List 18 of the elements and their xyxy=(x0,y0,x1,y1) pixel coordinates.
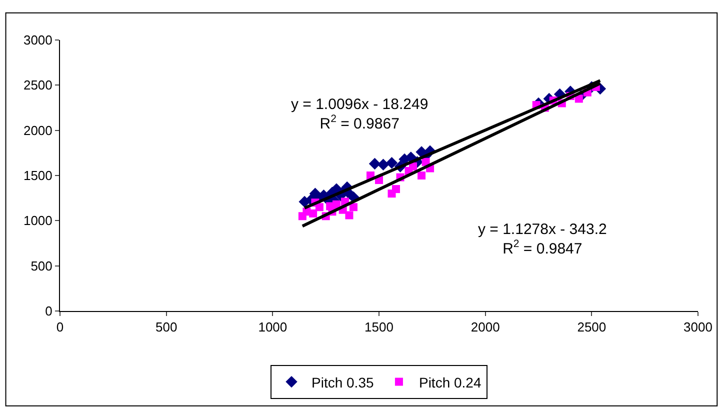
x-tick-label: 1500 xyxy=(364,320,394,335)
y-tick-label: 500 xyxy=(30,258,52,274)
y-tick-label: 2000 xyxy=(23,122,52,138)
annotation: y = 1.1278x - 343.2 R$^{2}$ = 0.9847 xyxy=(478,221,607,258)
y-tick-label: 3000 xyxy=(23,32,52,48)
x-tick-label: 500 xyxy=(155,320,178,335)
y-tick-label: 1000 xyxy=(23,213,52,228)
y-tick-label: 1500 xyxy=(23,168,52,184)
x-tick-label: 0 xyxy=(56,320,64,335)
legend-label: Pitch 0.35 xyxy=(312,374,374,390)
annotation: y = 1.0096x - 18.249 R$^{2}$ = 0.9867 xyxy=(291,96,428,132)
x-tick-label: 2500 xyxy=(577,320,606,335)
legend-label: Pitch 0.24 xyxy=(418,374,482,390)
x-tick-label: 3000 xyxy=(684,320,712,335)
y-tick-label: 2500 xyxy=(23,78,52,93)
x-tick-label: 1000 xyxy=(258,320,288,335)
x-tick-label: 2000 xyxy=(470,320,500,335)
y-tick-label: 0 xyxy=(45,304,52,319)
